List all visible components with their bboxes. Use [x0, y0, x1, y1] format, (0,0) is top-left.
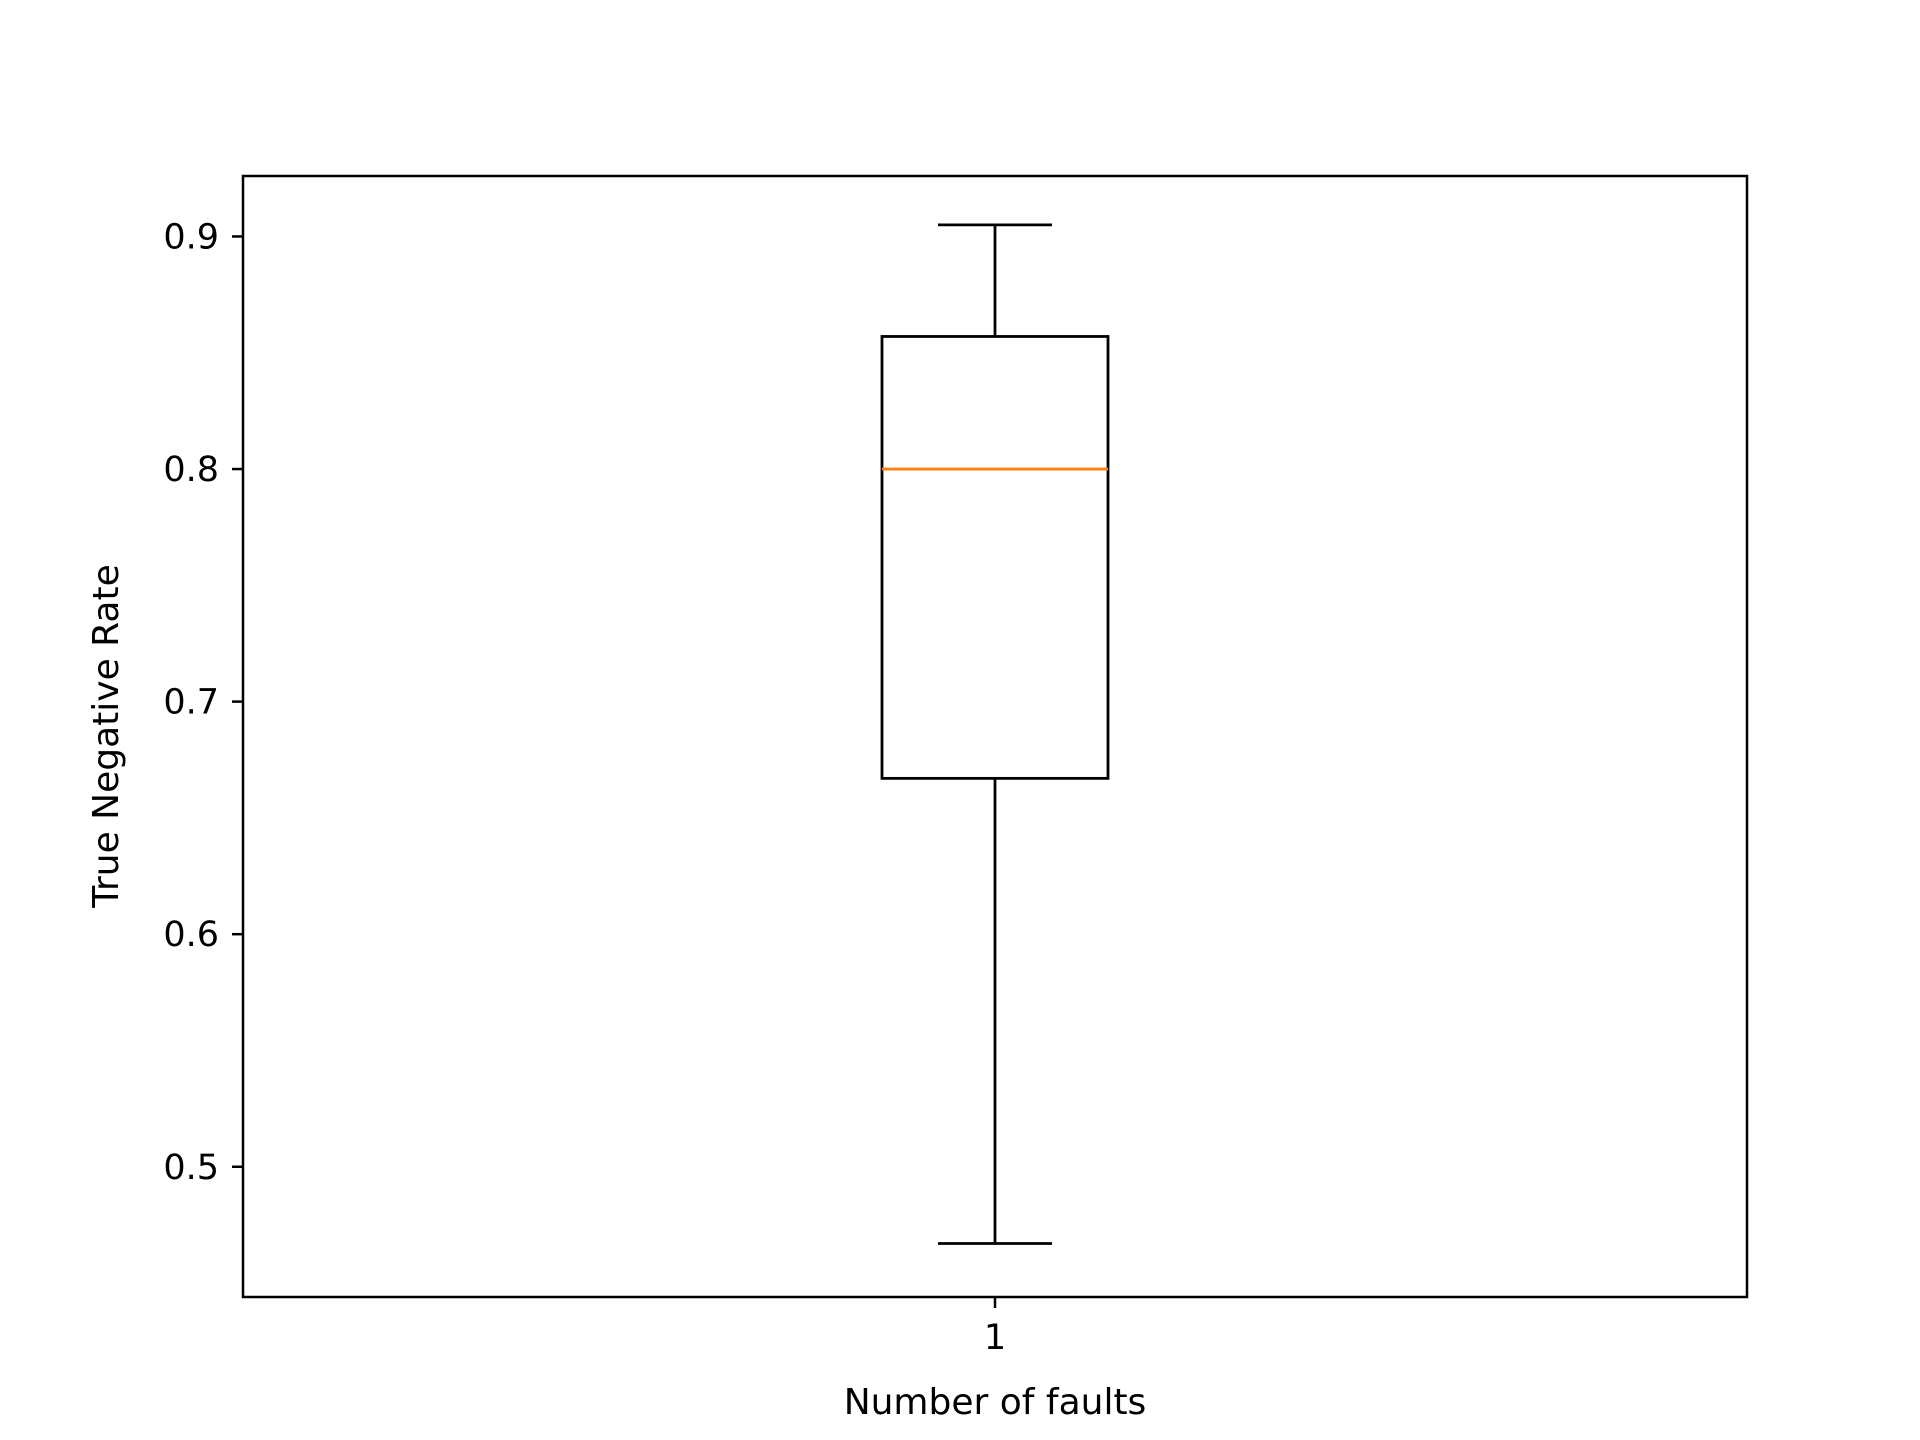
y-axis-ticks: 0.5 0.6 0.7 0.8 0.9 — [163, 217, 243, 1188]
interquartile-box — [880, 335, 1110, 780]
y-tick-label: 0.6 — [163, 915, 219, 955]
x-axis-label: Number of faults — [844, 1382, 1147, 1423]
y-tick-label: 0.9 — [163, 217, 219, 257]
x-tick-label: 1 — [984, 1318, 1006, 1358]
x-axis-ticks: 1 — [984, 1297, 1006, 1358]
y-axis-label: True Negative Rate — [86, 564, 127, 908]
y-tick-label: 0.8 — [163, 450, 219, 490]
y-tick-label: 0.7 — [163, 683, 219, 723]
y-tick-label: 0.5 — [163, 1148, 219, 1188]
box-group-1 — [880, 223, 1110, 1245]
plot-marks — [880, 223, 1110, 1245]
